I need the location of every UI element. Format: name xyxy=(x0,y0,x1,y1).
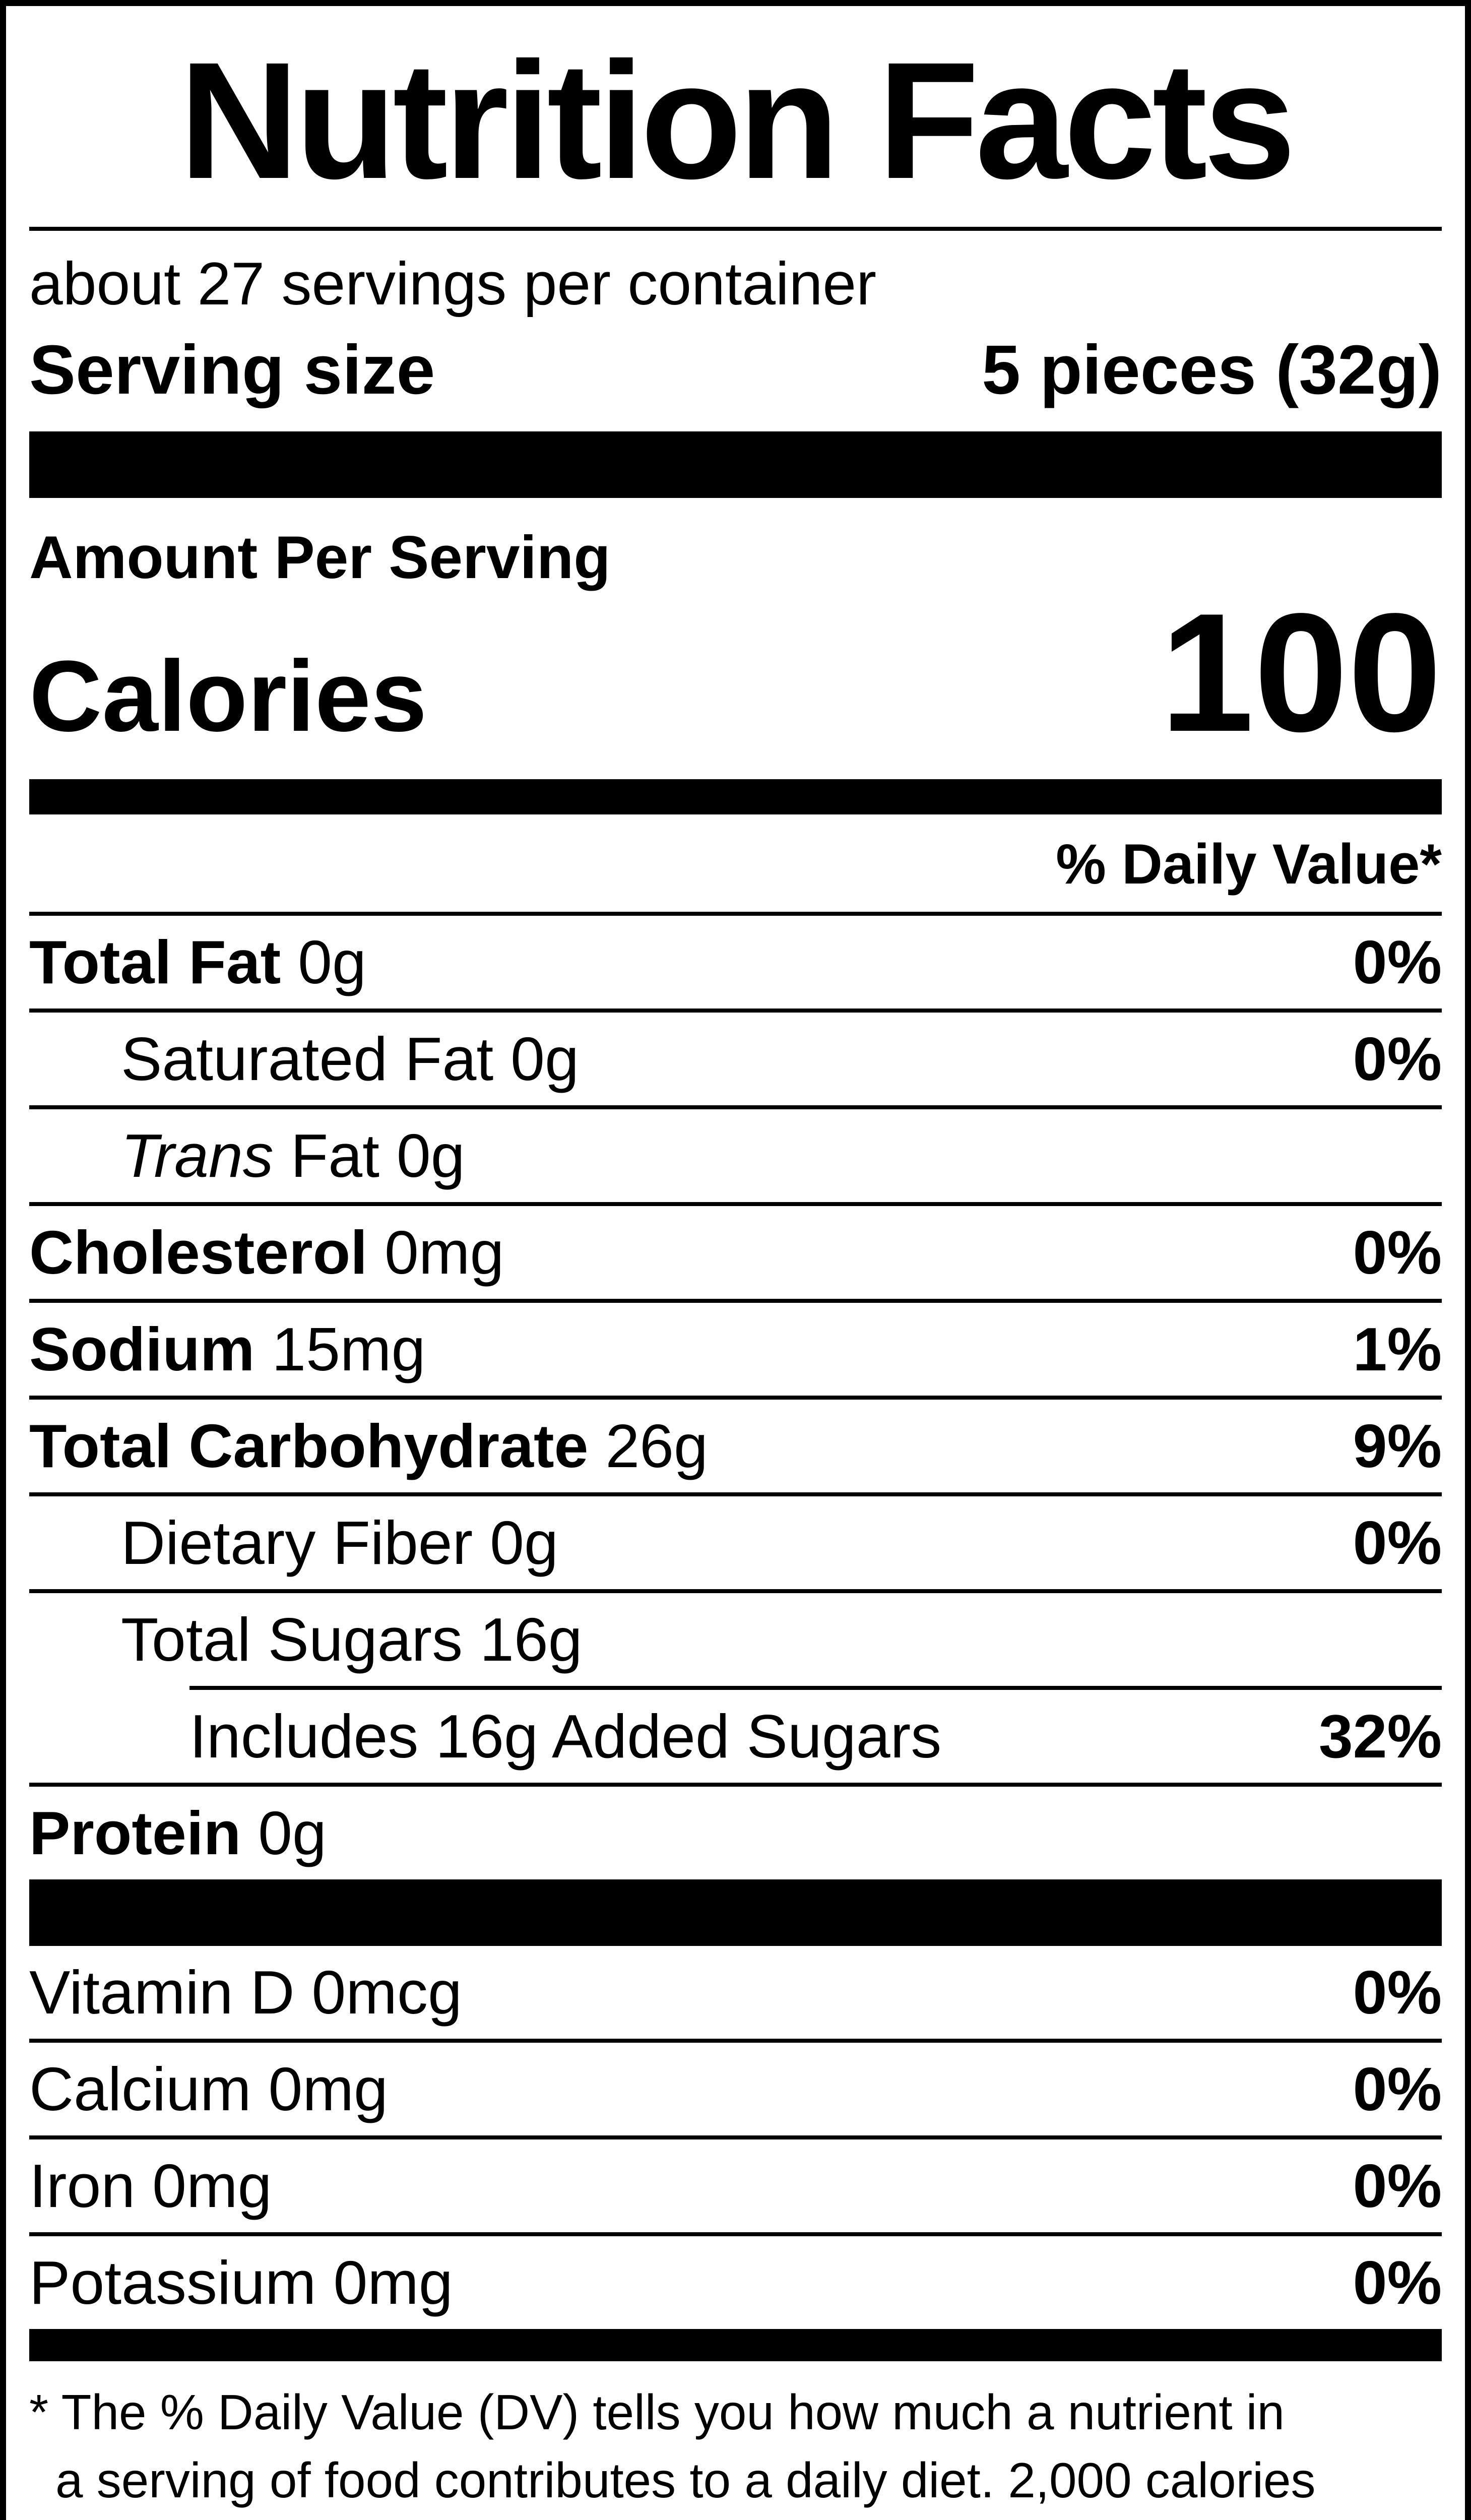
nutrient-name: Total Fat 0g xyxy=(29,928,366,996)
footnote-line-3: a day is used for general nutrition advi… xyxy=(29,2514,1442,2520)
daily-value-header: % Daily Value* xyxy=(1056,832,1442,896)
nutrient-name: Protein 0g xyxy=(29,1799,327,1867)
row-protein: Protein 0g xyxy=(29,1782,1442,1879)
daily-value-percent: 0% xyxy=(1353,1958,1442,2027)
nutrient-name: Trans Fat 0g xyxy=(29,1121,465,1190)
row-trans-fat: Trans Fat 0g xyxy=(29,1105,1442,1202)
indented-divider-added-sugars xyxy=(189,1685,1442,1690)
daily-value-percent: 0% xyxy=(1353,2248,1442,2317)
row-dietary-fiber: Dietary Fiber 0g 0% xyxy=(29,1492,1442,1589)
row-sodium: Sodium 15mg 1% xyxy=(29,1298,1442,1396)
nutrient-amount: 0mg xyxy=(367,1218,504,1287)
row-potassium: Potassium 0mg 0% xyxy=(29,2232,1442,2329)
medium-separator-bar-footnote xyxy=(29,2328,1442,2361)
nutrient-name: Saturated Fat 0g xyxy=(121,1024,579,1093)
nutrient-name: Includes 16g Added Sugars xyxy=(189,1702,942,1771)
servings-per-container: about 27 servings per container xyxy=(29,250,877,318)
nutrient-name: Total Sugars 16g xyxy=(121,1605,583,1674)
serving-size-label: Serving size xyxy=(29,331,435,409)
row-total-sugars: Total Sugars 16g xyxy=(29,1589,1442,1686)
thick-separator-bar-top xyxy=(29,431,1442,498)
calories-label: Calories xyxy=(29,640,427,752)
row-total-carbohydrate: Total Carbohydrate 26g 9% xyxy=(29,1395,1442,1492)
nutrient-name-bold: Cholesterol xyxy=(29,1218,368,1287)
nutrient-name: Calcium 0mg xyxy=(29,2054,388,2123)
nutrient-name-bold: Total Fat xyxy=(29,927,281,996)
daily-value-percent: 0% xyxy=(1353,2054,1442,2123)
daily-value-percent: 0% xyxy=(1353,1218,1442,1287)
row-cholesterol: Cholesterol 0mg 0% xyxy=(29,1202,1442,1299)
nutrient-name: Total Carbohydrate 26g xyxy=(29,1412,708,1480)
row-saturated-fat: Saturated Fat 0g 0% xyxy=(29,1008,1442,1105)
nutrient-amount: 0g xyxy=(241,1798,327,1867)
calories-value: 100 xyxy=(1160,578,1442,767)
title-divider xyxy=(29,227,1442,231)
daily-value-percent: 0% xyxy=(1353,2151,1442,2220)
amount-per-serving-label: Amount Per Serving xyxy=(29,523,611,591)
daily-value-percent: 0% xyxy=(1353,927,1442,996)
row-vitamin-d: Vitamin D 0mcg 0% xyxy=(29,1946,1442,2039)
nutrient-name: Iron 0mg xyxy=(29,2151,272,2220)
serving-size-row: Serving size 5 pieces (32g) xyxy=(29,329,1442,412)
nutrient-amount: 15mg xyxy=(254,1314,426,1383)
nutrient-amount: Fat 0g xyxy=(273,1121,465,1190)
daily-value-percent: 32% xyxy=(1318,1702,1442,1771)
row-calcium: Calcium 0mg 0% xyxy=(29,2038,1442,2135)
nutrient-name: Dietary Fiber 0g xyxy=(121,1508,558,1577)
nutrient-amount: 26g xyxy=(588,1411,708,1480)
footnote-line-1: * The % Daily Value (DV) tells you how m… xyxy=(29,2384,1285,2440)
footnote-line-2: a serving of food contributes to a daily… xyxy=(55,2452,1316,2508)
nutrient-name: Sodium 15mg xyxy=(29,1315,425,1383)
nutrient-name-bold: Total Carbohydrate xyxy=(29,1411,589,1480)
label-title: Nutrition Facts xyxy=(179,27,1296,213)
daily-value-percent: 0% xyxy=(1353,1508,1442,1577)
daily-value-percent: 0% xyxy=(1353,1024,1442,1093)
daily-value-footnote: * The % Daily Value (DV) tells you how m… xyxy=(29,2361,1442,2520)
row-iron: Iron 0mg 0% xyxy=(29,2135,1442,2232)
row-total-fat: Total Fat 0g 0% xyxy=(29,911,1442,1009)
nutrient-name: Vitamin D 0mcg xyxy=(29,1958,462,2027)
daily-value-percent: 9% xyxy=(1353,1411,1442,1480)
daily-value-percent: 1% xyxy=(1353,1314,1442,1383)
serving-size-value: 5 pieces (32g) xyxy=(982,331,1442,409)
medium-separator-bar-calories xyxy=(29,779,1442,814)
thick-separator-bar-vitamins xyxy=(29,1879,1442,1946)
nutrient-name-bold: Sodium xyxy=(29,1314,255,1383)
nutrient-name: Potassium 0mg xyxy=(29,2248,453,2317)
nutrient-name: Cholesterol 0mg xyxy=(29,1218,504,1287)
nutrient-name-bold: Protein xyxy=(29,1798,241,1867)
nutrient-name-italic: Trans xyxy=(121,1121,274,1190)
nutrient-amount: 0g xyxy=(281,927,366,996)
row-added-sugars: Includes 16g Added Sugars 32% xyxy=(29,1690,1442,1783)
calories-row: Calories 100 xyxy=(29,578,1442,767)
